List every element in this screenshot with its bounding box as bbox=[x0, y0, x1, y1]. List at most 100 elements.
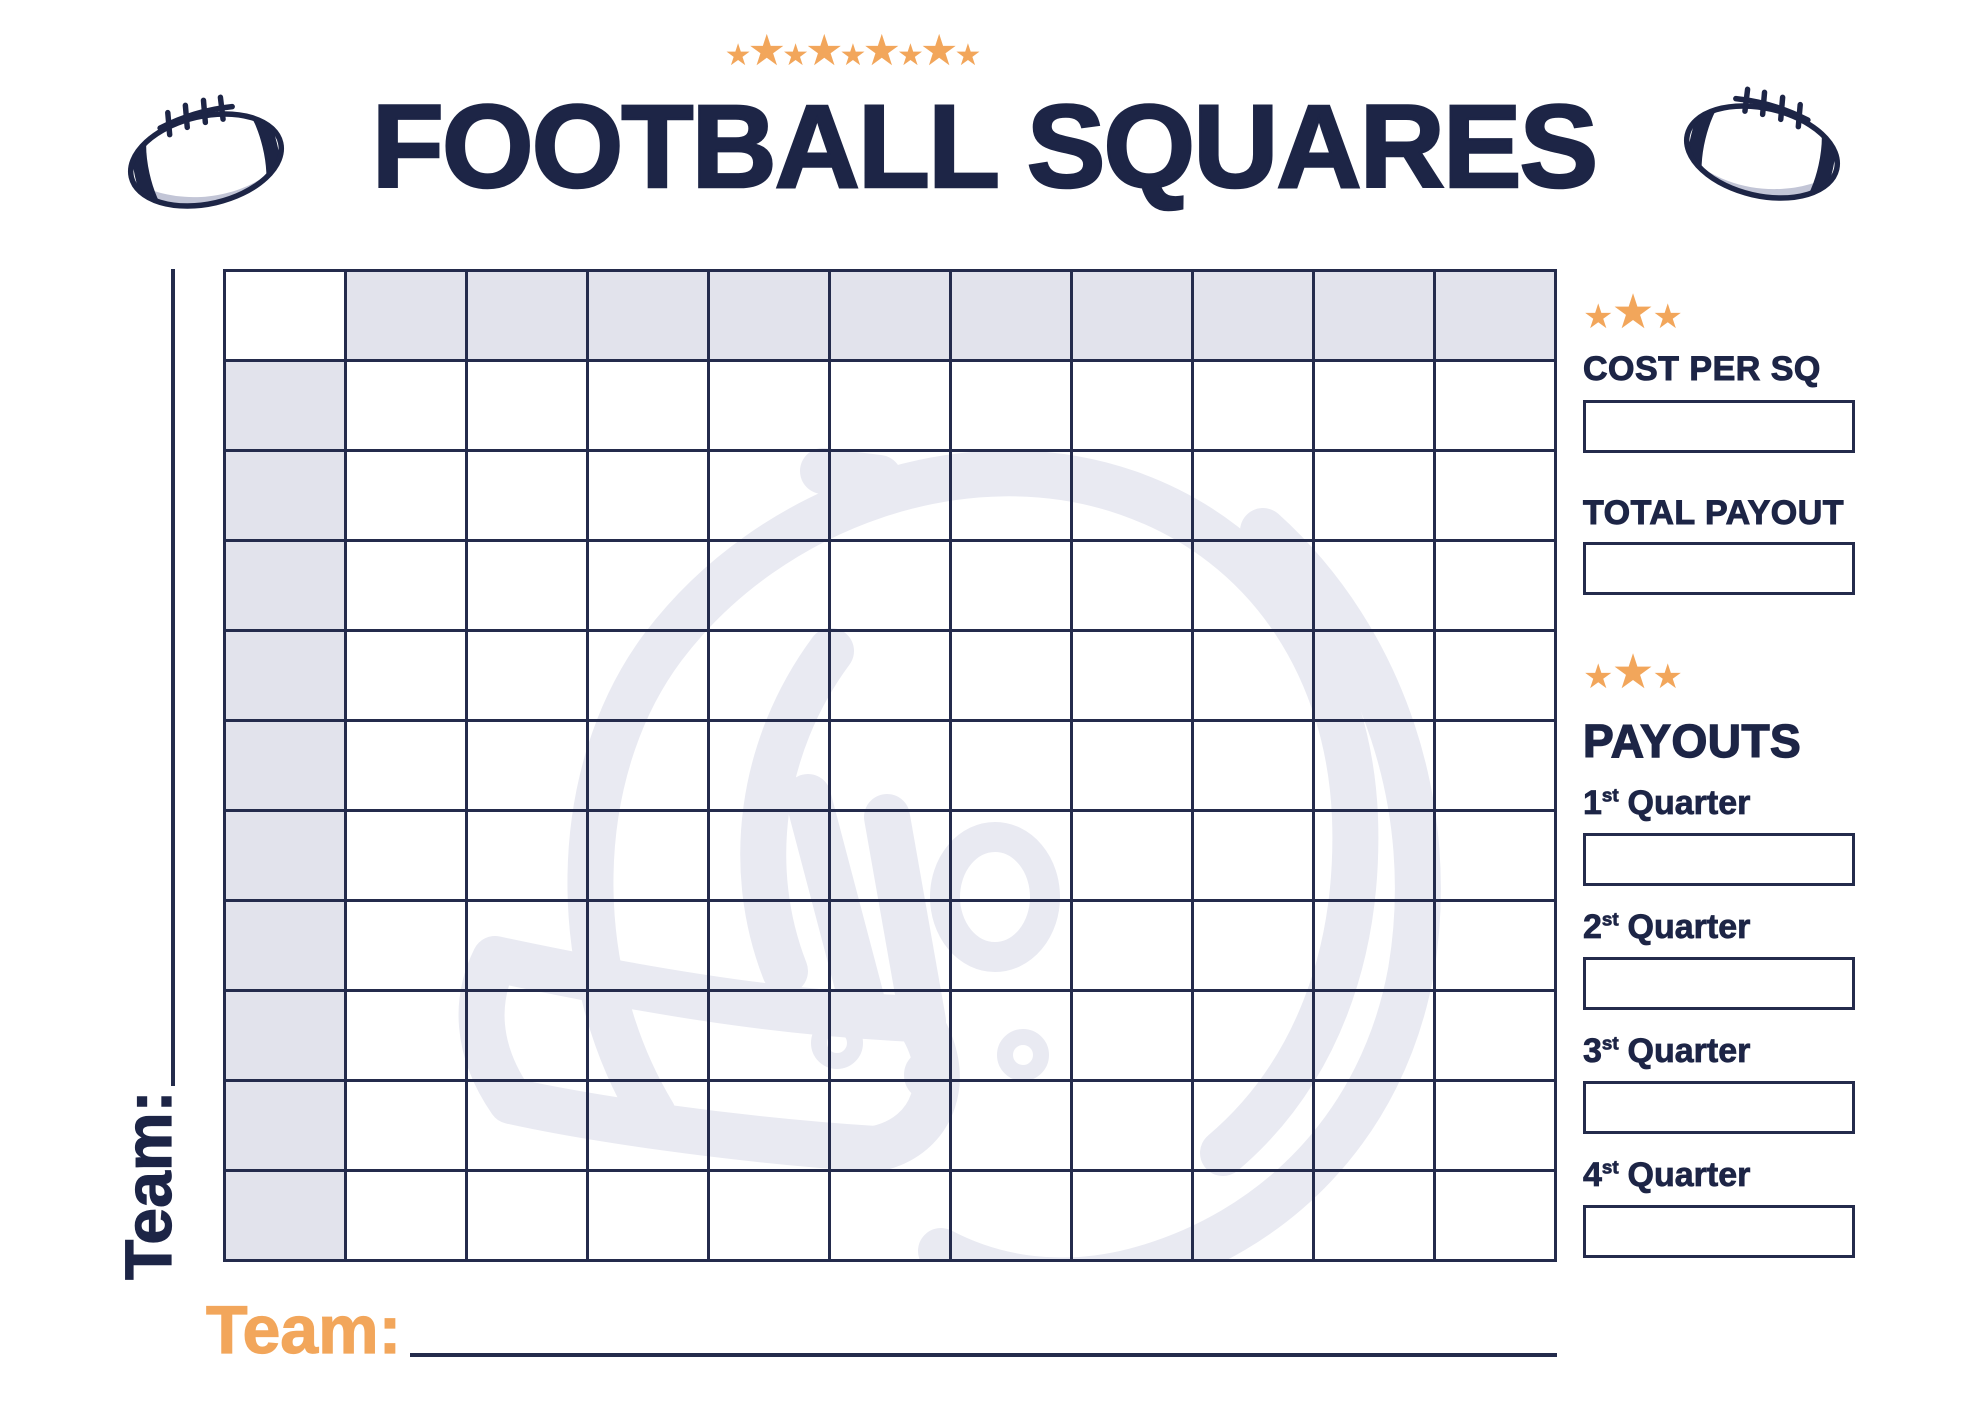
grid-square-cell[interactable] bbox=[952, 722, 1073, 812]
grid-square-cell[interactable] bbox=[1194, 452, 1315, 542]
grid-square-cell[interactable] bbox=[710, 1082, 831, 1172]
grid-square-cell[interactable] bbox=[952, 362, 1073, 452]
quarter-payout-input[interactable] bbox=[1583, 957, 1855, 1010]
grid-square-cell[interactable] bbox=[347, 992, 468, 1082]
grid-square-cell[interactable] bbox=[347, 452, 468, 542]
grid-square-cell[interactable] bbox=[952, 632, 1073, 722]
grid-square-cell[interactable] bbox=[952, 812, 1073, 902]
grid-row-header-cell[interactable] bbox=[226, 362, 347, 452]
grid-square-cell[interactable] bbox=[1436, 722, 1557, 812]
grid-square-cell[interactable] bbox=[952, 1082, 1073, 1172]
grid-square-cell[interactable] bbox=[468, 452, 589, 542]
grid-square-cell[interactable] bbox=[1194, 542, 1315, 632]
grid-square-cell[interactable] bbox=[1436, 1172, 1557, 1262]
grid-square-cell[interactable] bbox=[1194, 902, 1315, 992]
grid-square-cell[interactable] bbox=[589, 362, 710, 452]
grid-square-cell[interactable] bbox=[710, 992, 831, 1082]
grid-square-cell[interactable] bbox=[468, 632, 589, 722]
grid-square-cell[interactable] bbox=[1315, 1172, 1436, 1262]
grid-square-cell[interactable] bbox=[831, 812, 952, 902]
grid-square-cell[interactable] bbox=[1436, 362, 1557, 452]
grid-row-header-cell[interactable] bbox=[226, 632, 347, 722]
quarter-payout-input[interactable] bbox=[1583, 833, 1855, 886]
grid-square-cell[interactable] bbox=[1194, 812, 1315, 902]
grid-column-header-cell[interactable] bbox=[831, 272, 952, 362]
grid-square-cell[interactable] bbox=[1073, 1172, 1194, 1262]
grid-column-header-cell[interactable] bbox=[589, 272, 710, 362]
grid-square-cell[interactable] bbox=[589, 632, 710, 722]
grid-column-header-cell[interactable] bbox=[1073, 272, 1194, 362]
grid-square-cell[interactable] bbox=[1315, 452, 1436, 542]
grid-square-cell[interactable] bbox=[1315, 632, 1436, 722]
cost-per-sq-input[interactable] bbox=[1583, 400, 1855, 453]
grid-square-cell[interactable] bbox=[1436, 632, 1557, 722]
grid-square-cell[interactable] bbox=[589, 542, 710, 632]
grid-square-cell[interactable] bbox=[1315, 992, 1436, 1082]
grid-square-cell[interactable] bbox=[1194, 1172, 1315, 1262]
grid-square-cell[interactable] bbox=[952, 452, 1073, 542]
grid-square-cell[interactable] bbox=[347, 902, 468, 992]
grid-column-header-cell[interactable] bbox=[347, 272, 468, 362]
team-name-line-left[interactable] bbox=[171, 269, 175, 1086]
grid-square-cell[interactable] bbox=[710, 632, 831, 722]
grid-square-cell[interactable] bbox=[589, 452, 710, 542]
grid-square-cell[interactable] bbox=[710, 812, 831, 902]
grid-row-header-cell[interactable] bbox=[226, 1172, 347, 1262]
grid-column-header-cell[interactable] bbox=[1436, 272, 1557, 362]
grid-square-cell[interactable] bbox=[831, 1172, 952, 1262]
grid-square-cell[interactable] bbox=[347, 1082, 468, 1172]
grid-square-cell[interactable] bbox=[1073, 812, 1194, 902]
grid-square-cell[interactable] bbox=[347, 632, 468, 722]
grid-column-header-cell[interactable] bbox=[710, 272, 831, 362]
grid-square-cell[interactable] bbox=[831, 1082, 952, 1172]
grid-square-cell[interactable] bbox=[1073, 362, 1194, 452]
grid-square-cell[interactable] bbox=[589, 812, 710, 902]
grid-square-cell[interactable] bbox=[468, 722, 589, 812]
grid-square-cell[interactable] bbox=[831, 542, 952, 632]
grid-square-cell[interactable] bbox=[1315, 722, 1436, 812]
grid-square-cell[interactable] bbox=[468, 812, 589, 902]
grid-row-header-cell[interactable] bbox=[226, 542, 347, 632]
grid-square-cell[interactable] bbox=[1315, 542, 1436, 632]
grid-square-cell[interactable] bbox=[468, 1082, 589, 1172]
grid-row-header-cell[interactable] bbox=[226, 722, 347, 812]
grid-square-cell[interactable] bbox=[1315, 812, 1436, 902]
grid-square-cell[interactable] bbox=[831, 362, 952, 452]
grid-square-cell[interactable] bbox=[1073, 992, 1194, 1082]
grid-square-cell[interactable] bbox=[347, 812, 468, 902]
grid-square-cell[interactable] bbox=[1436, 542, 1557, 632]
grid-square-cell[interactable] bbox=[347, 542, 468, 632]
grid-square-cell[interactable] bbox=[468, 362, 589, 452]
grid-square-cell[interactable] bbox=[468, 992, 589, 1082]
team-name-line-bottom[interactable] bbox=[410, 1353, 1557, 1357]
grid-square-cell[interactable] bbox=[1073, 542, 1194, 632]
grid-square-cell[interactable] bbox=[589, 1082, 710, 1172]
grid-row-header-cell[interactable] bbox=[226, 1082, 347, 1172]
grid-row-header-cell[interactable] bbox=[226, 812, 347, 902]
grid-square-cell[interactable] bbox=[589, 1172, 710, 1262]
grid-square-cell[interactable] bbox=[347, 1172, 468, 1262]
grid-square-cell[interactable] bbox=[1436, 902, 1557, 992]
grid-square-cell[interactable] bbox=[1194, 992, 1315, 1082]
grid-square-cell[interactable] bbox=[468, 542, 589, 632]
grid-square-cell[interactable] bbox=[468, 902, 589, 992]
grid-square-cell[interactable] bbox=[1194, 632, 1315, 722]
grid-square-cell[interactable] bbox=[1194, 1082, 1315, 1172]
grid-square-cell[interactable] bbox=[831, 902, 952, 992]
quarter-payout-input[interactable] bbox=[1583, 1081, 1855, 1134]
grid-square-cell[interactable] bbox=[831, 632, 952, 722]
grid-square-cell[interactable] bbox=[710, 452, 831, 542]
grid-square-cell[interactable] bbox=[1194, 362, 1315, 452]
grid-square-cell[interactable] bbox=[589, 902, 710, 992]
grid-square-cell[interactable] bbox=[710, 542, 831, 632]
grid-square-cell[interactable] bbox=[710, 1172, 831, 1262]
grid-square-cell[interactable] bbox=[710, 722, 831, 812]
grid-square-cell[interactable] bbox=[1194, 722, 1315, 812]
grid-square-cell[interactable] bbox=[1073, 902, 1194, 992]
grid-square-cell[interactable] bbox=[1073, 632, 1194, 722]
grid-square-cell[interactable] bbox=[1315, 1082, 1436, 1172]
grid-square-cell[interactable] bbox=[952, 902, 1073, 992]
grid-column-header-cell[interactable] bbox=[1315, 272, 1436, 362]
grid-square-cell[interactable] bbox=[831, 452, 952, 542]
grid-square-cell[interactable] bbox=[468, 1172, 589, 1262]
